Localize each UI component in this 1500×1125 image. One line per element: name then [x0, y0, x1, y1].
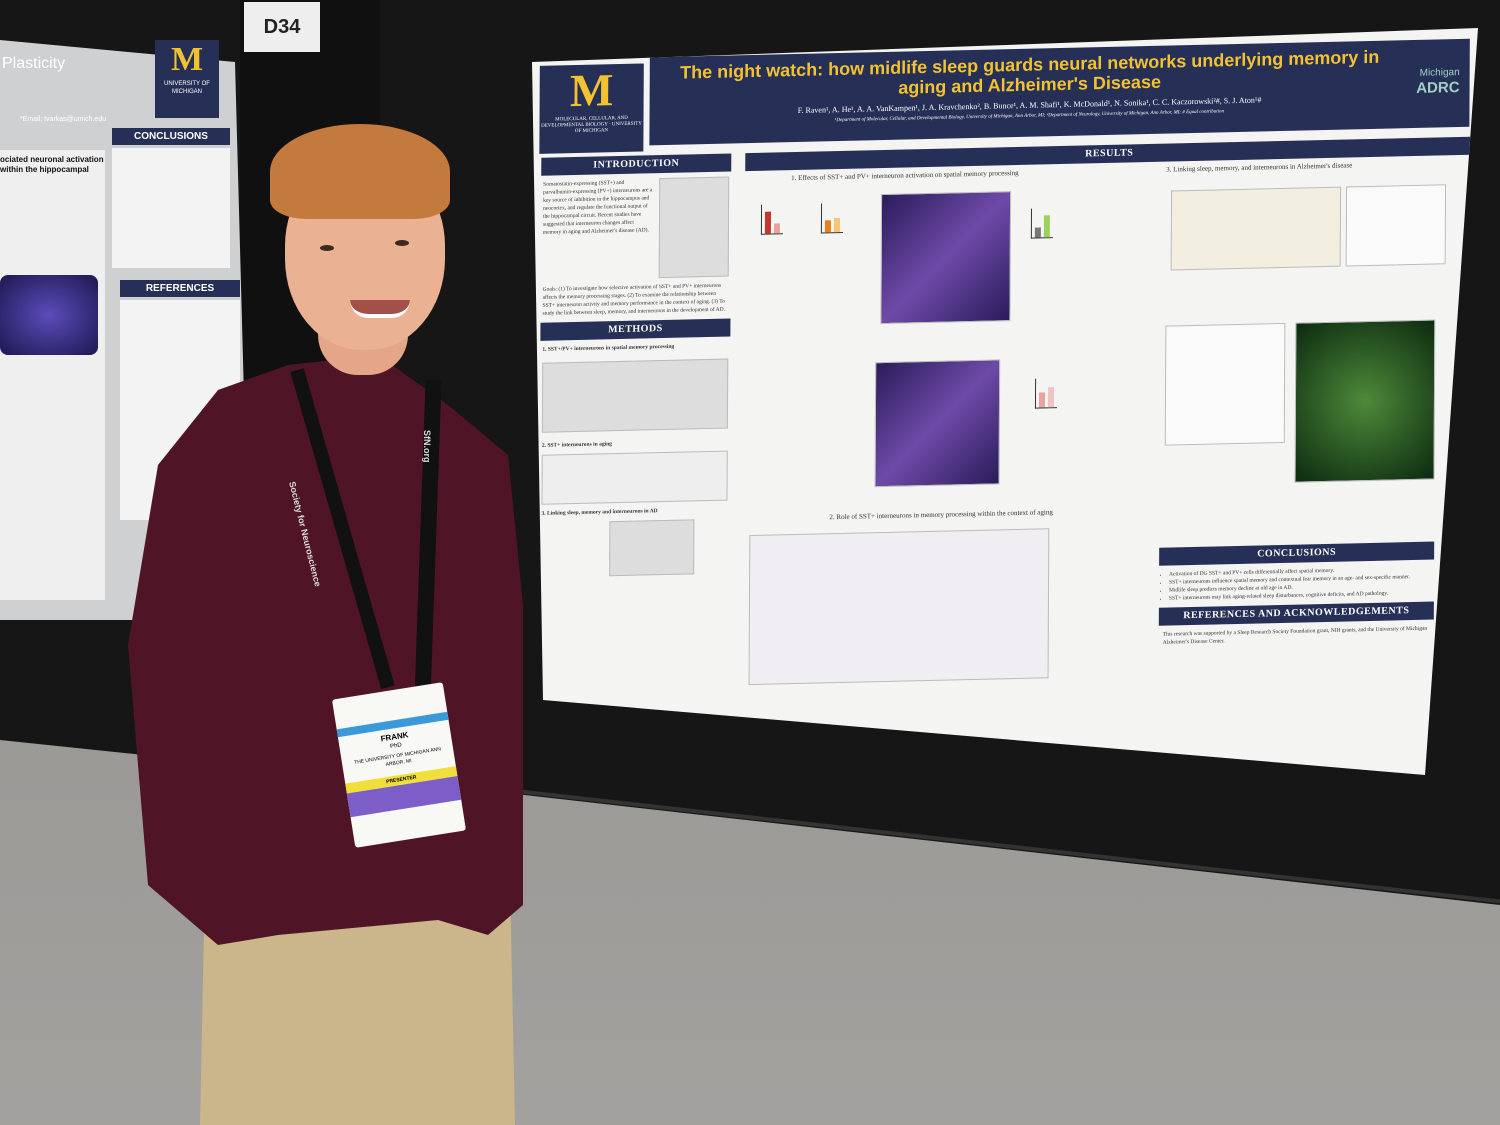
goals-text: Goals: (1) To investigate how selective …	[542, 282, 726, 317]
umich-logo: M UNIVERSITY OF MICHIGAN	[155, 40, 219, 118]
aging-bar-charts	[748, 528, 1050, 686]
neighbor-poster-email: *Email: tvarkas@umich.edu	[20, 116, 107, 123]
eye	[395, 240, 409, 246]
booth-number-sign: D34	[244, 2, 320, 52]
name-badge: FRANK PhD THE UNIVERSITY OF MICHIGAN ANN…	[331, 682, 467, 848]
block-m-logo: M	[170, 41, 204, 78]
conclusions-list: Activation of DG SST+ and PV+ cells diff…	[1159, 565, 1434, 603]
neighbor-brain-image	[0, 275, 98, 355]
right-column: CONCLUSIONS Activation of DG SST+ and PV…	[1158, 541, 1435, 647]
methods-subheading-3: 3. Linking sleep, memory and interneuron…	[541, 508, 658, 517]
michigan-adrc-logo: Michigan ADRC	[1416, 66, 1460, 97]
smile	[350, 300, 410, 318]
bar-chart	[1030, 208, 1053, 239]
methods-subheading: 1. SST+/PV+ interneurons in spatial memo…	[542, 343, 675, 353]
histology-image	[874, 359, 1001, 488]
ad-bar-charts	[1164, 322, 1286, 446]
block-m-logo: M	[569, 64, 614, 117]
umich-logo-text: UNIVERSITY OF MICHIGAN	[164, 81, 210, 95]
scatter-plot	[1345, 184, 1447, 267]
mouse-brain-figure	[658, 176, 730, 279]
aging-methods-figure	[541, 450, 728, 505]
neighbor-references-heading: REFERENCES	[120, 280, 240, 297]
introduction-heading: INTRODUCTION	[541, 153, 732, 176]
conclusions-heading: CONCLUSIONS	[1159, 541, 1435, 566]
histology-image	[880, 191, 1012, 325]
person-shirt	[128, 355, 523, 945]
methods-heading: METHODS	[540, 318, 731, 341]
left-column: INTRODUCTION Somatostatin-expressing (SS…	[539, 153, 732, 577]
eye	[320, 245, 334, 251]
references-text: This research was supported by a Sleep R…	[1162, 625, 1428, 646]
methods-timeline-figure	[541, 358, 729, 433]
neighbor-poster-text: ociated neuronal activation within the h…	[0, 155, 104, 174]
dept-logo-text: MOLECULAR, CELLULAR, AND DEVELOPMENTAL B…	[541, 115, 642, 135]
references-heading: REFERENCES AND ACKNOWLEDGEMENTS	[1158, 601, 1434, 626]
person-hair	[270, 124, 450, 219]
sleep-figure	[1170, 186, 1342, 271]
methods-subheading-2: 2. SST+ interneurons in aging	[541, 441, 612, 449]
neighbor-poster-body	[0, 150, 105, 600]
neighbor-poster-title: Plasticity	[2, 55, 66, 72]
poster-header: The night watch: how midlife sleep guard…	[649, 38, 1470, 146]
bar-chart	[760, 204, 784, 235]
bar-chart	[820, 202, 844, 234]
neighbor-conclusions: CONCLUSIONS	[112, 128, 230, 268]
ad-mouse-figure	[609, 519, 695, 577]
results-2-heading: 2. Role of SST+ interneurons in memory p…	[829, 508, 1053, 522]
umich-mcdb-logo: M MOLECULAR, CELLULAR, AND DEVELOPMENTAL …	[539, 63, 644, 154]
lanyard-text: SfN.org	[422, 430, 432, 463]
fluorescence-image	[1294, 319, 1436, 483]
bar-chart	[1034, 378, 1058, 409]
results-3-heading: 3. Linking sleep, memory, and interneuro…	[1166, 161, 1353, 174]
introduction-text: Somatostatin-expressing (SST+) and parva…	[542, 179, 653, 236]
neighbor-conclusions-heading: CONCLUSIONS	[112, 128, 230, 145]
